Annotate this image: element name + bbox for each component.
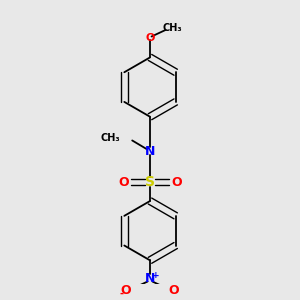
Text: N: N <box>145 145 155 158</box>
Text: O: O <box>121 284 131 297</box>
Text: O: O <box>118 176 129 189</box>
Text: O: O <box>145 33 155 43</box>
Text: N: N <box>145 272 155 285</box>
Text: O: O <box>171 176 181 189</box>
Text: S: S <box>145 175 155 189</box>
Text: +: + <box>152 271 159 280</box>
Text: -: - <box>120 289 124 299</box>
Text: CH₃: CH₃ <box>163 23 183 33</box>
Text: O: O <box>169 284 179 297</box>
Text: CH₃: CH₃ <box>100 133 120 142</box>
